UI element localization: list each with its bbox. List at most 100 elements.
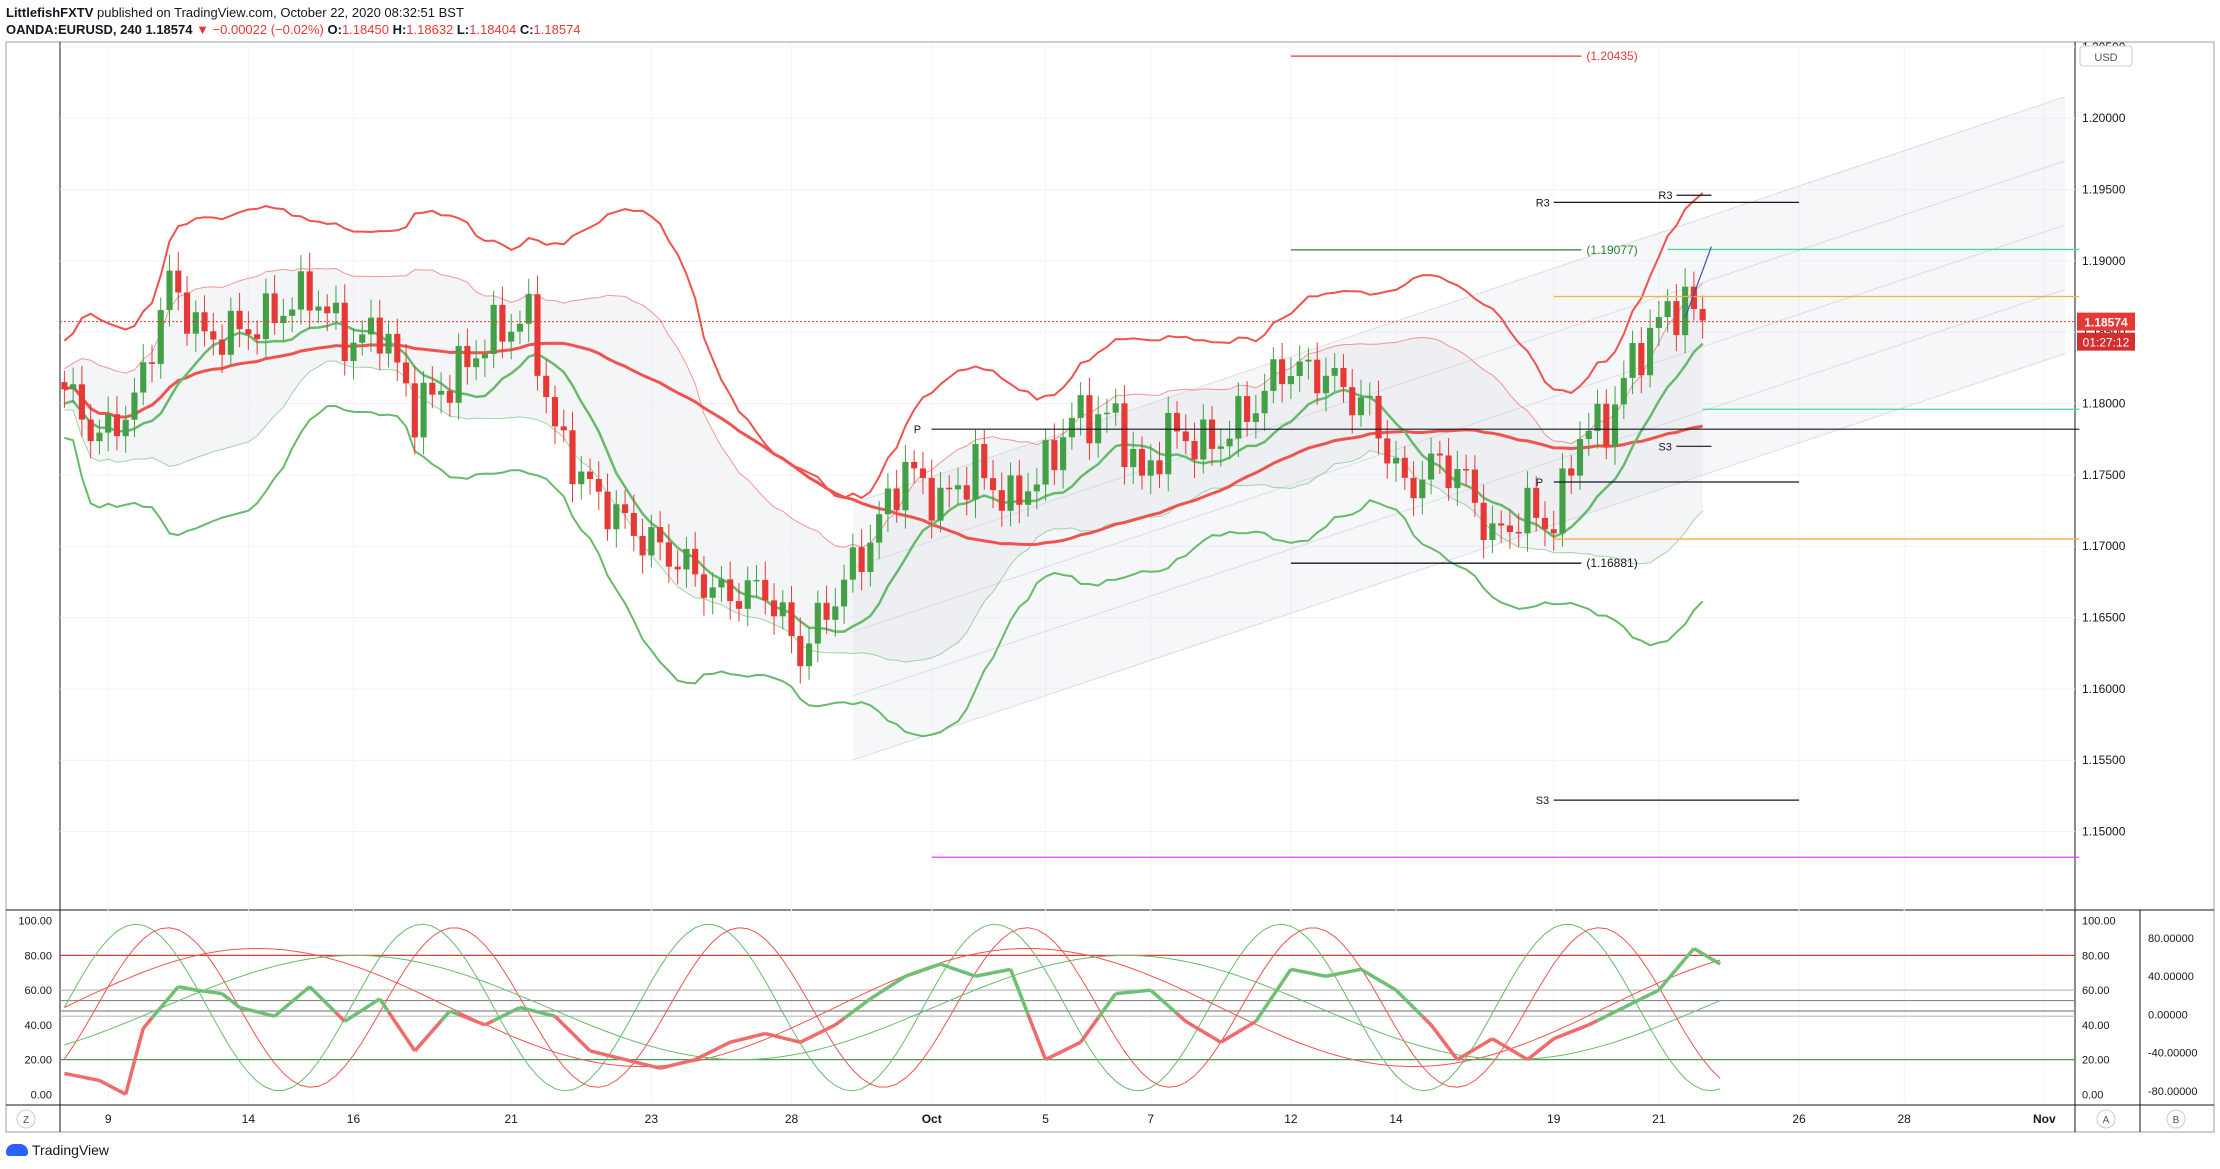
- rsi-segment: [1596, 1014, 1608, 1023]
- rsi-segment: [1254, 1007, 1267, 1023]
- rsi-segment: [537, 1010, 547, 1016]
- rsi-segment: [782, 1036, 792, 1042]
- candle-body: [1629, 343, 1636, 378]
- candle-body: [718, 579, 725, 588]
- rsi-segment: [195, 988, 205, 994]
- rsi-segment: [1175, 1012, 1187, 1023]
- candle-body: [989, 478, 997, 491]
- rsi-segment: [1087, 1016, 1100, 1032]
- candle-body: [516, 323, 524, 332]
- candle-body: [814, 602, 821, 644]
- candle-body: [1690, 286, 1697, 310]
- rsi-segment: [580, 1040, 592, 1053]
- rsi-segment: [799, 1036, 810, 1044]
- publisher-name[interactable]: LittlefishFXTV: [6, 5, 94, 20]
- currency-box[interactable]: [2079, 45, 2133, 67]
- rsi-segment: [1377, 978, 1389, 987]
- candle-body: [245, 329, 252, 335]
- rsi-segment: [1343, 969, 1353, 975]
- candle-body: [946, 487, 953, 490]
- osc-right-tick: 80.00: [2082, 950, 2110, 962]
- rsi-segment: [975, 972, 985, 978]
- candle-body: [841, 579, 848, 607]
- rsi-segment: [247, 1007, 258, 1014]
- candle-body: [236, 310, 243, 330]
- price-tick-label: 1.17000: [2082, 539, 2126, 553]
- time-tick-label: 19: [1547, 1112, 1561, 1126]
- candle-body: [1647, 327, 1654, 376]
- rsi-segment: [519, 1005, 530, 1012]
- tradingview-logo[interactable]: TradingView: [6, 1142, 109, 1158]
- rsi-segment: [404, 1036, 417, 1052]
- rsi-segment: [1133, 989, 1143, 994]
- rsi-segment: [931, 962, 942, 969]
- candle-body: [586, 471, 594, 479]
- scale-button[interactable]: [2166, 1109, 2186, 1129]
- candle-body: [1217, 446, 1224, 449]
- rsi-segment: [1579, 1023, 1590, 1030]
- rsi-segment: [528, 1007, 538, 1014]
- candle-body: [709, 587, 716, 598]
- candle-body: [1121, 403, 1128, 468]
- time-tick-label: 21: [1652, 1112, 1666, 1126]
- candle-body: [1147, 460, 1154, 476]
- rsi-segment: [1360, 967, 1371, 977]
- candle-body: [622, 504, 629, 513]
- rsi-segment: [1500, 1042, 1511, 1051]
- candle-body: [341, 302, 348, 362]
- rsi-segment: [1263, 994, 1275, 1010]
- pivot-label: S3: [1658, 441, 1671, 453]
- candle-body: [1515, 531, 1522, 534]
- candle-body: [963, 485, 970, 500]
- candle-body: [297, 271, 304, 310]
- candle-body: [280, 315, 287, 324]
- candle-body: [87, 419, 94, 442]
- rsi-segment: [1666, 968, 1678, 981]
- rsi-segment: [132, 1027, 145, 1062]
- rsi-segment: [1465, 1047, 1476, 1056]
- candle-body: [700, 574, 707, 598]
- candle-body: [735, 601, 743, 609]
- rsi-segment: [1299, 969, 1309, 975]
- candle-body: [446, 390, 453, 403]
- rsi-segment: [64, 1071, 74, 1077]
- rsi-segment: [615, 1055, 626, 1062]
- candle-body: [1007, 475, 1014, 511]
- rsi-segment: [1482, 1037, 1494, 1046]
- candle-body: [61, 382, 68, 390]
- rsi-segment: [685, 1057, 696, 1064]
- candle-body: [78, 384, 85, 420]
- rsi-segment: [851, 1003, 863, 1014]
- rsi-segment: [1228, 1030, 1240, 1039]
- rsi-segment: [1429, 1023, 1442, 1038]
- candle-body: [1655, 317, 1662, 328]
- candle-body: [797, 636, 804, 667]
- osc-far-right-tick: 0.00000: [2148, 1009, 2188, 1021]
- symbol-label[interactable]: OANDA:EURUSD, 240: [6, 22, 142, 37]
- chart-header: LittlefishFXTV published on TradingView.…: [6, 4, 581, 38]
- candle-body: [1182, 431, 1189, 442]
- rsi-segment: [107, 1083, 118, 1092]
- candle-body: [306, 271, 313, 311]
- candle-body: [823, 602, 830, 620]
- rsi-segment: [1237, 1025, 1248, 1034]
- rsi-segment: [992, 969, 1003, 975]
- time-tick-label: 26: [1792, 1112, 1806, 1126]
- candle-body: [1016, 475, 1023, 505]
- candle-body: [1086, 395, 1093, 444]
- rsi-segment: [325, 1002, 338, 1014]
- rsi-segment: [395, 1023, 408, 1039]
- scale-button[interactable]: [16, 1109, 36, 1129]
- rsi-segment: [878, 986, 889, 995]
- candle-body: [402, 362, 410, 384]
- candle-body: [630, 512, 637, 536]
- scale-button[interactable]: [2096, 1109, 2116, 1129]
- open-label: O:: [327, 22, 342, 37]
- trendline-drawing[interactable]: [1684, 246, 1712, 319]
- candle-body: [289, 309, 296, 316]
- rsi-segment: [484, 1018, 495, 1027]
- rsi-segment: [791, 1038, 801, 1044]
- candle-body: [324, 306, 331, 314]
- rsi-segment: [1280, 968, 1293, 984]
